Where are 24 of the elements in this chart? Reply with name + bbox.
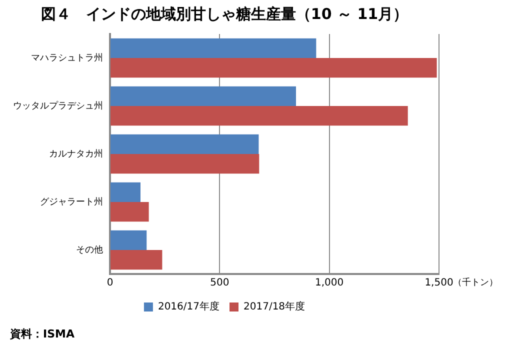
x-tick-label: 1,500 bbox=[424, 278, 454, 289]
y-tick-label: その他 bbox=[76, 244, 103, 256]
bar bbox=[110, 106, 408, 126]
y-tick-label: マハラシュトラ州 bbox=[31, 52, 103, 64]
bar bbox=[110, 230, 147, 250]
text: 資料：ISMA bbox=[9, 327, 75, 340]
x-axis-title: （千トン） bbox=[453, 276, 498, 288]
bar bbox=[110, 202, 149, 222]
bar bbox=[110, 182, 140, 202]
bar bbox=[110, 154, 260, 174]
legend-label: 2017/18年度 bbox=[244, 300, 306, 313]
x-tick-label: 500 bbox=[210, 278, 230, 289]
chart-title: 図４ インドの地域別甘しゃ糖生産量（10 ～ 11月） bbox=[40, 4, 408, 23]
bar bbox=[110, 86, 296, 106]
x-tick-label: 1,000 bbox=[315, 278, 344, 289]
bar bbox=[110, 134, 259, 154]
x-tick-label: 0 bbox=[106, 278, 114, 289]
bar bbox=[110, 250, 162, 270]
legend-label: 2016/17年度 bbox=[158, 300, 220, 313]
y-tick-label: グジャラート州 bbox=[40, 196, 103, 208]
bar bbox=[110, 58, 437, 78]
y-tick-label: ウッタルプラデシュ州 bbox=[13, 100, 103, 112]
bar bbox=[110, 38, 316, 58]
y-tick-label: カルナタカ州 bbox=[49, 148, 103, 160]
